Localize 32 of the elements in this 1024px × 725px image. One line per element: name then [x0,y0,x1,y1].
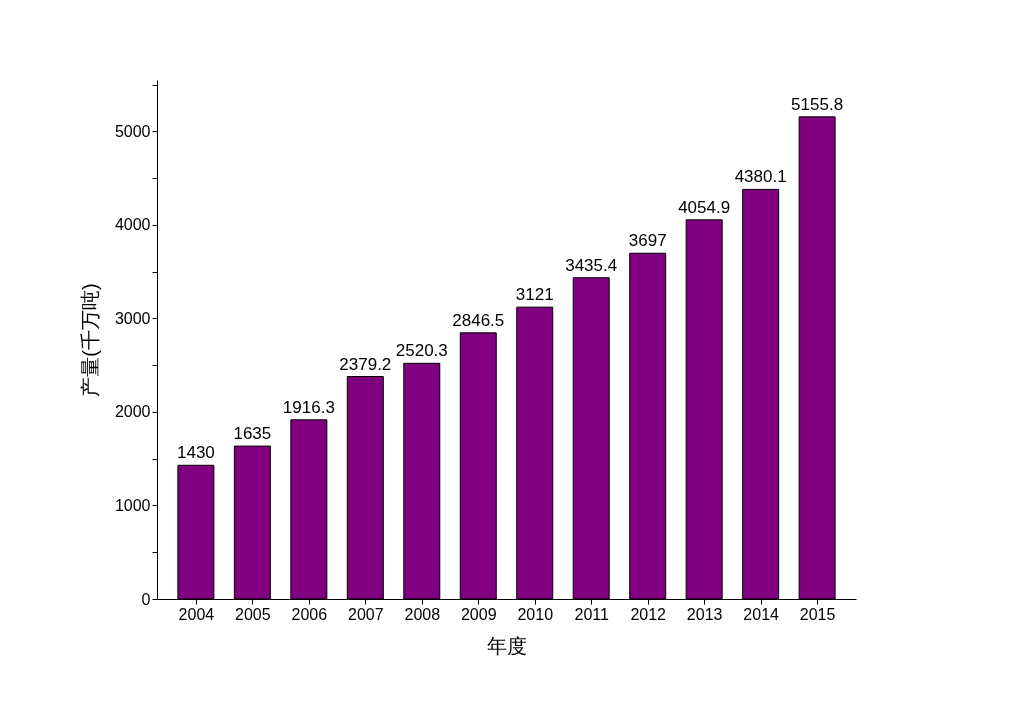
x-tick-label: 2004 [178,605,215,623]
x-tick-label: 2013 [686,605,723,623]
y-tick-label: 3000 [114,309,151,327]
x-tick-label: 2015 [799,605,836,623]
data-label: 3697 [628,231,667,251]
data-label: 2379.2 [339,354,392,374]
data-label: 2846.5 [452,310,505,330]
x-axis-title: 年度 [487,634,527,657]
x-tick-label: 2009 [460,605,497,623]
y-tick-label: 2000 [114,403,151,421]
x-tick-label: 2005 [235,605,271,623]
x-tick-label: 2011 [574,605,610,623]
data-label: 3435.4 [565,255,618,275]
y-tick-label: 4000 [114,216,151,234]
x-tick-label: 2007 [348,605,384,623]
data-label: 2520.3 [395,341,448,361]
y-tick-label: 1000 [114,496,151,514]
x-tick-label: 2014 [743,605,780,623]
y-axis-title: 产量(千万吨) [78,283,101,397]
x-tick-label: 2012 [630,605,667,623]
data-label: 4054.9 [678,197,731,217]
x-tick-label: 2006 [291,605,328,623]
data-label: 1916.3 [282,397,335,417]
x-tick-label: 2010 [517,605,554,623]
data-label: 3121 [515,285,554,305]
data-label: 5155.8 [791,94,844,114]
y-tick-label: 5000 [114,122,151,140]
data-label: 4380.1 [734,167,787,187]
data-label: 1635 [233,424,272,444]
x-tick-label: 2008 [404,605,441,623]
y-tick-label: 0 [141,590,151,608]
data-label: 1430 [176,443,215,463]
